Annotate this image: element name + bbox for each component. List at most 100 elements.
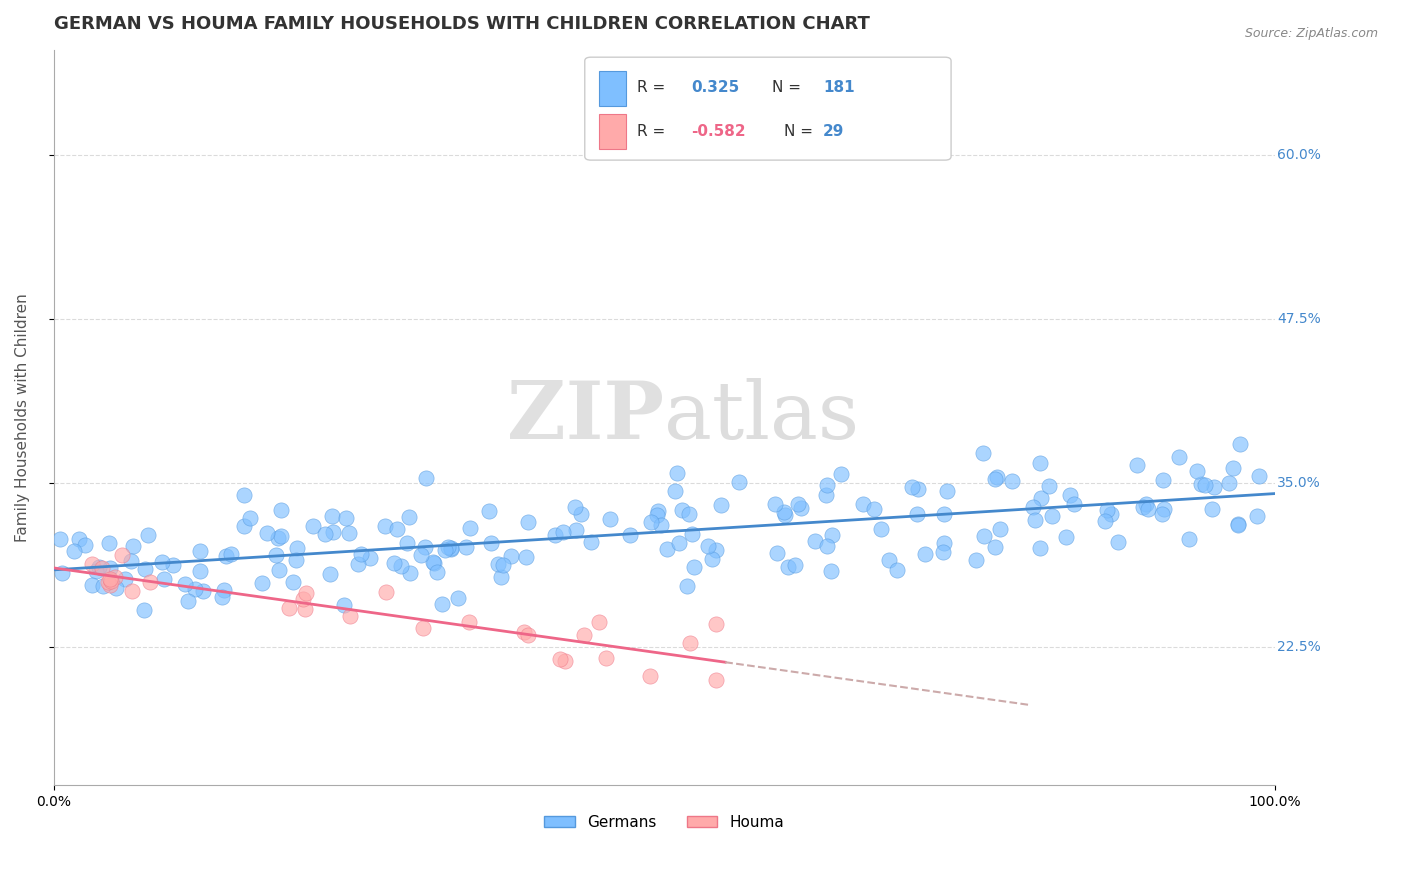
Point	[434, 543, 457, 558]
Point	[489, 570, 512, 584]
Point	[1038, 479, 1060, 493]
Text: -0.582: -0.582	[690, 124, 745, 139]
Point	[492, 558, 515, 572]
Point	[965, 553, 987, 567]
Point	[1226, 518, 1249, 533]
Point	[479, 536, 502, 550]
Point	[1194, 478, 1216, 492]
Point	[415, 471, 437, 485]
Point	[772, 505, 794, 519]
Text: GERMAN VS HOUMA FAMILY HOUSEHOLDS WITH CHILDREN CORRELATION CHART: GERMAN VS HOUMA FAMILY HOUSEHOLDS WITH C…	[53, 15, 869, 33]
Point	[100, 574, 122, 588]
Point	[1028, 541, 1050, 555]
Point	[1063, 497, 1085, 511]
Legend: Germans, Houma: Germans, Houma	[538, 809, 790, 837]
Text: 60.0%: 60.0%	[1277, 148, 1322, 161]
Point	[98, 560, 121, 574]
Point	[821, 528, 844, 542]
Point	[1189, 476, 1212, 491]
Point	[517, 515, 540, 529]
Point	[934, 536, 956, 550]
Point	[1201, 501, 1223, 516]
Point	[409, 548, 432, 562]
Point	[412, 622, 434, 636]
Point	[657, 541, 679, 556]
Point	[80, 577, 103, 591]
Point	[936, 483, 959, 498]
Point	[110, 548, 132, 562]
Point	[1246, 509, 1268, 524]
Point	[1218, 475, 1240, 490]
Point	[513, 624, 536, 639]
Point	[572, 627, 595, 641]
Point	[599, 512, 621, 526]
Point	[478, 503, 501, 517]
Point	[132, 602, 155, 616]
Text: 181: 181	[823, 79, 855, 95]
Point	[486, 557, 509, 571]
Point	[120, 553, 142, 567]
Point	[399, 566, 422, 580]
Point	[350, 547, 373, 561]
Point	[785, 558, 807, 573]
Text: R =: R =	[637, 124, 665, 139]
Point	[815, 539, 838, 553]
Point	[177, 594, 200, 608]
Point	[1001, 474, 1024, 488]
Point	[314, 526, 336, 541]
Point	[212, 582, 235, 597]
Text: Source: ZipAtlas.com: Source: ZipAtlas.com	[1244, 27, 1378, 40]
Point	[91, 561, 114, 575]
Point	[1135, 497, 1157, 511]
Point	[1226, 516, 1249, 531]
Point	[239, 511, 262, 525]
Point	[619, 528, 641, 542]
Point	[870, 522, 893, 536]
Point	[337, 525, 360, 540]
Point	[302, 519, 325, 533]
Point	[136, 528, 159, 542]
Point	[291, 592, 314, 607]
Point	[174, 576, 197, 591]
Point	[270, 503, 292, 517]
Point	[153, 572, 176, 586]
Text: R =: R =	[637, 79, 665, 95]
Point	[162, 558, 184, 572]
Point	[430, 597, 453, 611]
Point	[215, 549, 238, 563]
Point	[264, 548, 287, 562]
Point	[830, 467, 852, 482]
Text: ZIP: ZIP	[508, 378, 664, 457]
Point	[1107, 535, 1129, 549]
Point	[681, 527, 703, 541]
Point	[335, 510, 357, 524]
Point	[984, 472, 1007, 486]
Point	[645, 508, 668, 522]
Point	[640, 515, 662, 529]
Point	[820, 564, 842, 578]
Point	[972, 445, 994, 459]
Point	[398, 510, 420, 524]
Point	[877, 553, 900, 567]
Text: N =: N =	[783, 124, 813, 139]
Point	[886, 563, 908, 577]
Point	[696, 539, 718, 553]
Point	[544, 528, 567, 542]
Point	[1029, 457, 1052, 471]
Text: 0.325: 0.325	[690, 79, 740, 95]
Point	[851, 497, 873, 511]
Point	[382, 556, 405, 570]
Point	[278, 600, 301, 615]
Point	[250, 575, 273, 590]
Point	[564, 524, 586, 538]
Point	[233, 488, 256, 502]
Point	[1097, 503, 1119, 517]
Point	[516, 628, 538, 642]
Point	[233, 519, 256, 533]
Point	[413, 540, 436, 554]
Point	[134, 561, 156, 575]
Point	[285, 552, 308, 566]
Text: 29: 29	[823, 124, 844, 139]
Point	[554, 654, 576, 668]
Point	[728, 475, 751, 490]
